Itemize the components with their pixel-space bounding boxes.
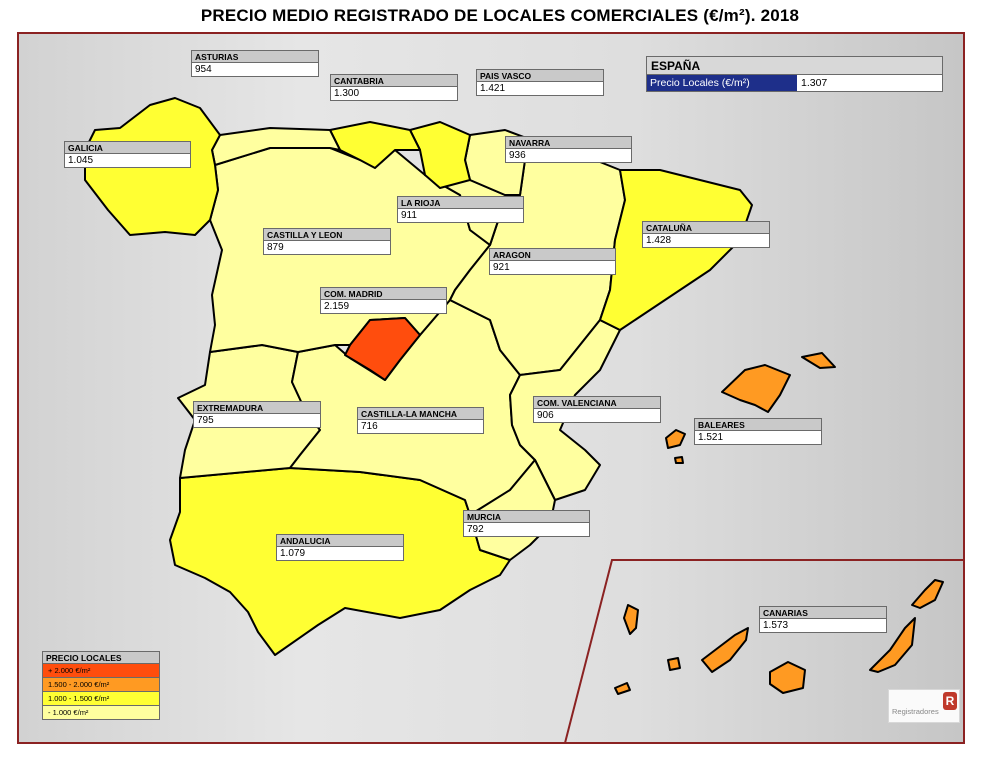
region-baleares-mallorca <box>721 364 791 413</box>
region-value: 954 <box>191 63 319 77</box>
region-value: 1.573 <box>759 619 887 633</box>
label-cataluna: CATALUÑA 1.428 <box>642 221 770 248</box>
region-name: CANTABRIA <box>330 74 458 87</box>
region-name: LA RIOJA <box>397 196 524 209</box>
region-name: PAIS VASCO <box>476 69 604 82</box>
label-valenciana: COM. VALENCIANA 906 <box>533 396 661 423</box>
label-extremadura: EXTREMADURA 795 <box>193 401 321 428</box>
region-name: ASTURIAS <box>191 50 319 63</box>
region-name: CATALUÑA <box>642 221 770 234</box>
region-madrid <box>344 317 421 381</box>
region-value: 1.521 <box>694 431 822 445</box>
map-title: PRECIO MEDIO REGISTRADO DE LOCALES COMER… <box>200 6 800 25</box>
region-value: 2.159 <box>320 300 447 314</box>
region-canarias-tenerife <box>701 627 749 673</box>
spain-metric-value: 1.307 <box>797 75 942 91</box>
region-value: 879 <box>263 241 391 255</box>
label-baleares: BALEARES 1.521 <box>694 418 822 445</box>
legend-item-1500-2000: 1.500 - 2.000 €/m² <box>42 678 160 692</box>
region-value: 795 <box>193 414 321 428</box>
spain-summary: ESPAÑA Precio Locales (€/m²) 1.307 <box>646 56 943 92</box>
region-baleares-formentera <box>674 456 684 464</box>
region-cantabria <box>329 121 421 169</box>
region-name: COM. VALENCIANA <box>533 396 661 409</box>
region-canarias-el-hierro <box>614 682 631 695</box>
region-canarias-la-gomera <box>667 657 681 671</box>
label-la-rioja: LA RIOJA 911 <box>397 196 524 223</box>
label-asturias: ASTURIAS 954 <box>191 50 319 77</box>
region-value: 921 <box>489 261 616 275</box>
label-canarias: CANARIAS 1.573 <box>759 606 887 633</box>
region-name: EXTREMADURA <box>193 401 321 414</box>
region-name: BALEARES <box>694 418 822 431</box>
label-galicia: GALICIA 1.045 <box>64 141 191 168</box>
label-castilla-leon: CASTILLA Y LEON 879 <box>263 228 391 255</box>
region-value: 936 <box>505 149 632 163</box>
region-value: 906 <box>533 409 661 423</box>
region-baleares-menorca <box>801 352 836 369</box>
legend-item-under-1000: - 1.000 €/m² <box>42 706 160 720</box>
legend-title: PRECIO LOCALES <box>42 651 160 664</box>
legend: PRECIO LOCALES + 2.000 €/m² 1.500 - 2.00… <box>42 651 160 720</box>
region-value: 1.421 <box>476 82 604 96</box>
label-aragon: ARAGON 921 <box>489 248 616 275</box>
region-name: MURCIA <box>463 510 590 523</box>
legend-item-over-2000: + 2.000 €/m² <box>42 664 160 678</box>
region-value: 792 <box>463 523 590 537</box>
spain-title: ESPAÑA <box>646 56 943 75</box>
legend-item-1000-1500: 1.000 - 1.500 €/m² <box>42 692 160 706</box>
region-name: CASTILLA Y LEON <box>263 228 391 241</box>
label-castilla-la-mancha: CASTILLA-LA MANCHA 716 <box>357 407 484 434</box>
spain-row: Precio Locales (€/m²) 1.307 <box>646 75 943 92</box>
canarias-divider <box>564 559 965 744</box>
region-value: 1.079 <box>276 547 404 561</box>
label-navarra: NAVARRA 936 <box>505 136 632 163</box>
region-name: GALICIA <box>64 141 191 154</box>
label-andalucia: ANDALUCIA 1.079 <box>276 534 404 561</box>
region-name: COM. MADRID <box>320 287 447 300</box>
region-name: NAVARRA <box>505 136 632 149</box>
region-canarias-gran-canaria <box>769 661 806 694</box>
label-murcia: MURCIA 792 <box>463 510 590 537</box>
region-name: CASTILLA-LA MANCHA <box>357 407 484 420</box>
region-value: 716 <box>357 420 484 434</box>
logo-text: Registradores <box>892 707 939 716</box>
spain-metric-label: Precio Locales (€/m²) <box>647 75 797 91</box>
region-pais-vasco <box>409 121 471 189</box>
region-baleares-ibiza <box>665 429 686 449</box>
region-name: ARAGON <box>489 248 616 261</box>
region-canarias-la-palma <box>623 604 639 635</box>
region-canarias-fuerteventura <box>869 617 916 673</box>
region-value: 1.300 <box>330 87 458 101</box>
logo-mark: R <box>943 692 957 710</box>
region-value: 1.428 <box>642 234 770 248</box>
region-name: ANDALUCIA <box>276 534 404 547</box>
registradores-logo: Registradores R <box>888 689 960 723</box>
label-madrid: COM. MADRID 2.159 <box>320 287 447 314</box>
region-value: 911 <box>397 209 524 223</box>
region-value: 1.045 <box>64 154 191 168</box>
label-pais-vasco: PAIS VASCO 1.421 <box>476 69 604 96</box>
label-cantabria: CANTABRIA 1.300 <box>330 74 458 101</box>
region-name: CANARIAS <box>759 606 887 619</box>
region-canarias-lanzarote <box>911 579 944 609</box>
